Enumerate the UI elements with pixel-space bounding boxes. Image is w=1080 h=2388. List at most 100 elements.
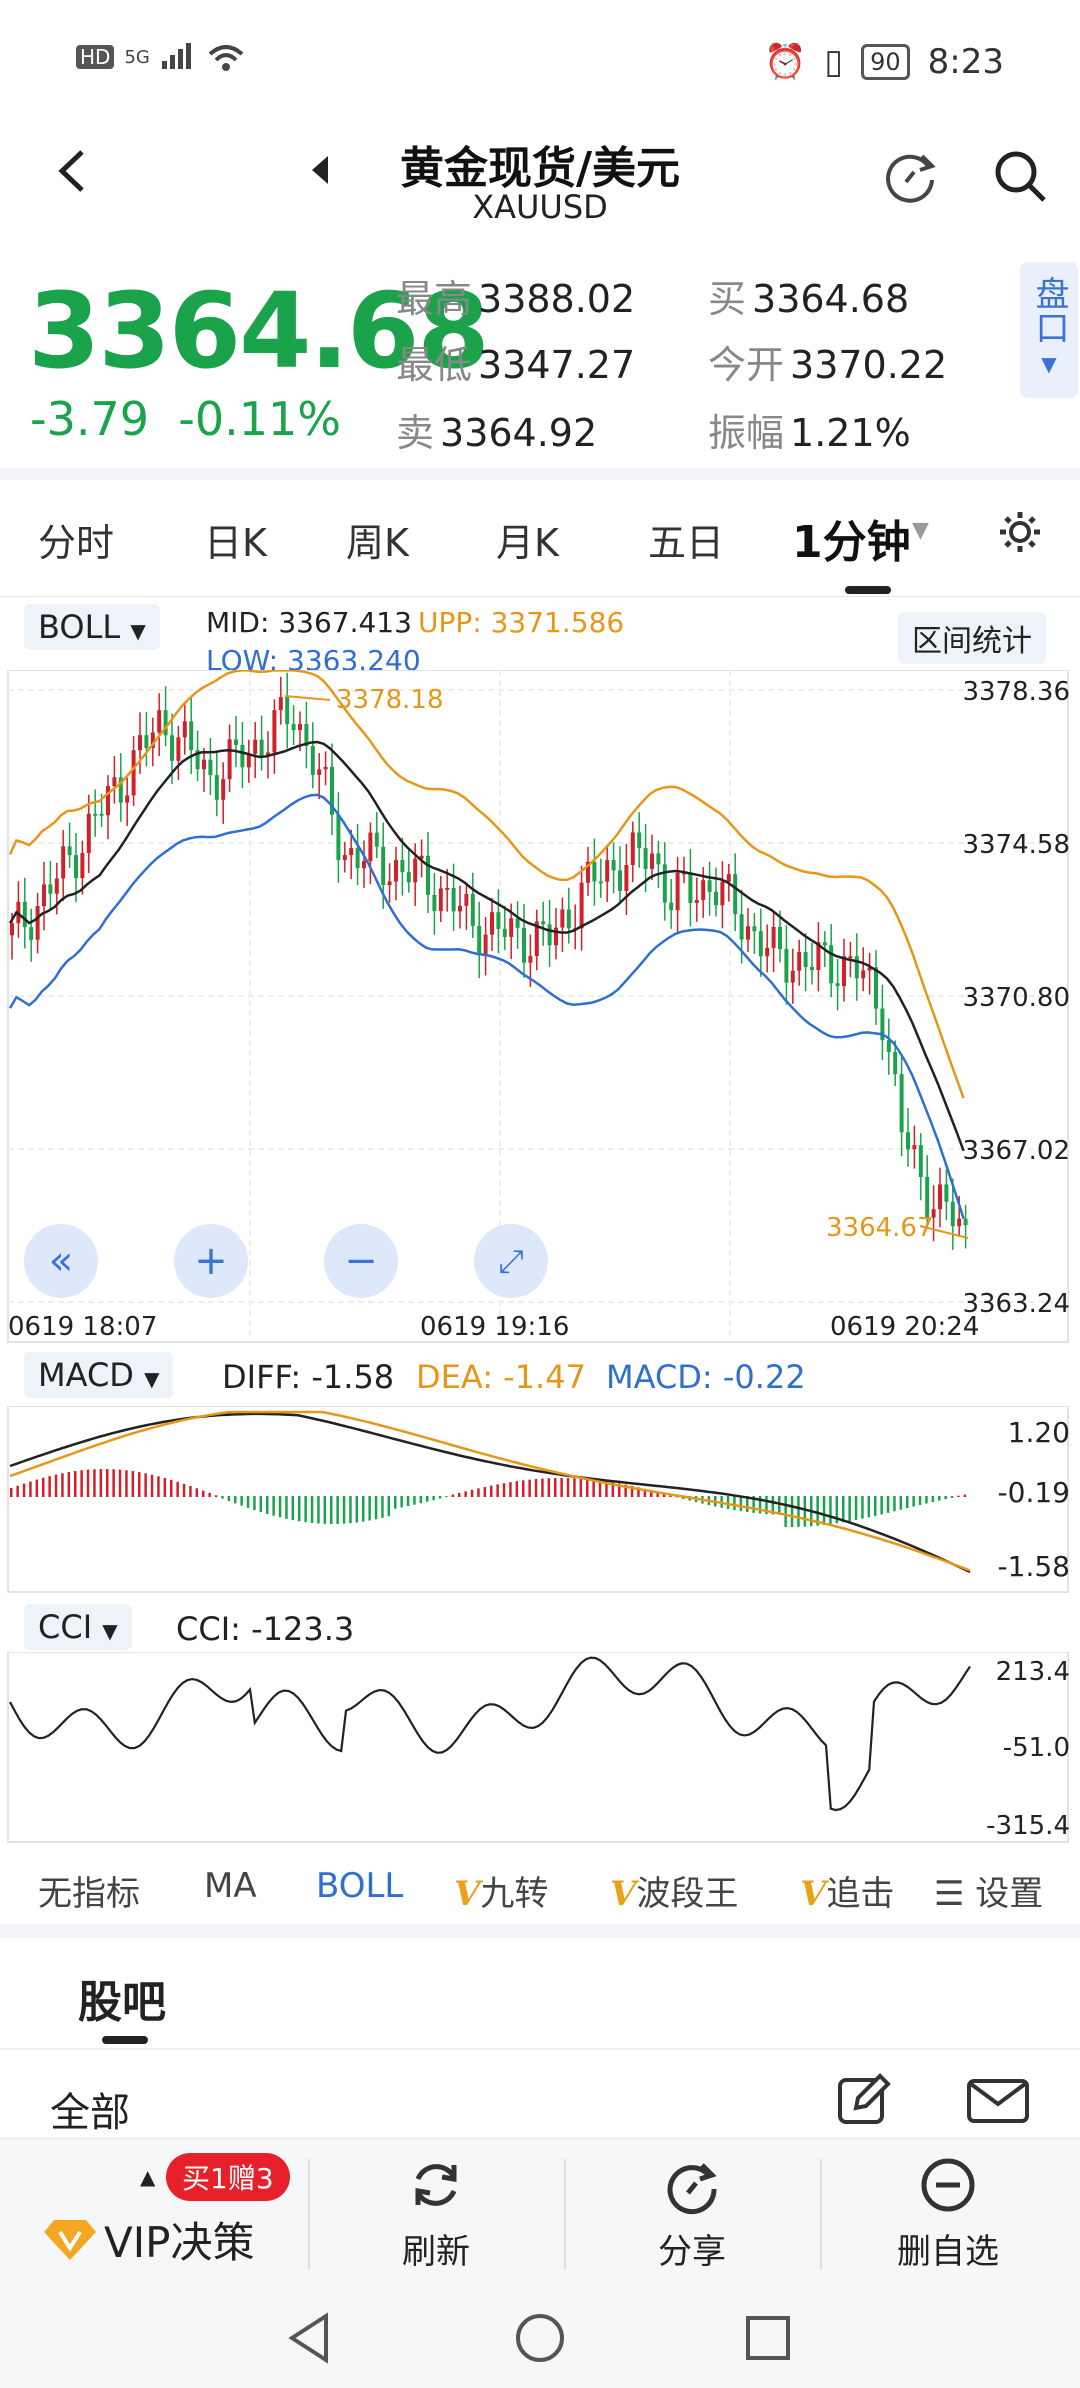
tab-five-day[interactable]: 五日: [648, 521, 725, 565]
remove-watchlist-button[interactable]: 删自选: [848, 2155, 1048, 2273]
candle-body: [310, 746, 315, 775]
indicator-boduan[interactable]: V波段王: [610, 1874, 739, 1914]
candle-body: [611, 860, 616, 871]
caret-down-icon: ▼: [102, 1619, 118, 1643]
search-icon[interactable]: [990, 146, 1050, 206]
separator: [0, 1924, 1080, 1938]
zoom-out-button[interactable]: −: [324, 1224, 398, 1298]
macd-bar: [957, 1495, 960, 1497]
refresh-label: 刷新: [402, 2232, 470, 2272]
macd-bar: [797, 1496, 800, 1527]
candle-body: [342, 855, 347, 861]
range-stats-button[interactable]: 区间统计: [898, 612, 1046, 664]
divider: [308, 2159, 310, 2269]
refresh-button[interactable]: 刷新: [336, 2155, 536, 2273]
candle-body: [848, 956, 853, 959]
candle-body: [771, 926, 776, 948]
macd-bar: [426, 1496, 429, 1502]
stat-sell: 卖 3364.92: [396, 411, 598, 455]
back-icon[interactable]: [52, 146, 92, 196]
share-button[interactable]: 分享: [592, 2155, 792, 2273]
indicator-settings[interactable]: ☰ 设置: [928, 1866, 1044, 1915]
macd-bar: [592, 1479, 595, 1497]
nav-recents-icon[interactable]: [744, 2314, 792, 2362]
macd-bar: [266, 1496, 269, 1514]
fullscreen-button[interactable]: ⤢: [474, 1224, 548, 1298]
indicator-ma[interactable]: MA: [204, 1866, 257, 1906]
macd-bar: [310, 1496, 314, 1523]
tab-1min[interactable]: 1分钟: [792, 517, 911, 568]
y-tick-label: -51.0: [1003, 1733, 1070, 1763]
macd-bar: [669, 1494, 672, 1497]
prev-instrument-icon[interactable]: [308, 152, 332, 188]
candle-body: [963, 1218, 968, 1226]
vip-decision-button[interactable]: VIP决策: [44, 2209, 254, 2270]
macd-bar: [643, 1488, 647, 1497]
scroll-left-button[interactable]: «: [24, 1224, 98, 1298]
macd-bar: [496, 1484, 499, 1497]
candle-body: [554, 927, 558, 946]
indicator-boll[interactable]: BOLL: [316, 1866, 404, 1906]
indicator-none[interactable]: 无指标: [38, 1874, 140, 1914]
macd-bar: [317, 1496, 320, 1524]
macd-bar: [477, 1488, 480, 1497]
macd-bar: [10, 1488, 13, 1497]
nav-home-icon[interactable]: [514, 2312, 566, 2364]
nav-back-icon[interactable]: [286, 2312, 334, 2364]
last-marker-line: [919, 1225, 969, 1239]
caret-down-icon[interactable]: ▼: [912, 518, 929, 543]
divider: [0, 596, 1080, 597]
candlestick-chart[interactable]: 3378.363374.583370.803367.023363.240619 …: [0, 670, 1080, 1345]
candle-body: [406, 872, 411, 883]
candle-body: [304, 724, 309, 747]
guba-filter-all[interactable]: 全部: [50, 2090, 130, 2136]
candle-body: [515, 918, 520, 928]
candle-body: [330, 766, 334, 815]
candle-body: [387, 881, 392, 885]
share-label: 分享: [658, 2232, 726, 2272]
macd-bar: [752, 1496, 755, 1513]
macd-bar: [842, 1496, 845, 1523]
macd-selector[interactable]: MACD ▼: [24, 1352, 174, 1398]
tab-week-k[interactable]: 周K: [346, 521, 409, 565]
active-tab-indicator: [845, 586, 891, 594]
candle-body: [528, 956, 533, 963]
gear-icon[interactable]: [996, 508, 1044, 556]
candle-body: [67, 846, 72, 856]
macd-bar: [227, 1496, 231, 1502]
tab-timeshare[interactable]: 分时: [38, 521, 115, 565]
macd-bar: [106, 1469, 109, 1497]
wifi-icon: [208, 45, 244, 71]
pankou-button[interactable]: 盘口 ▼: [1020, 262, 1078, 398]
cci-selector[interactable]: CCI ▼: [24, 1604, 132, 1650]
mail-icon[interactable]: [966, 2078, 1030, 2124]
candle-body: [131, 750, 136, 796]
indicator-zhuiji[interactable]: V追击: [800, 1874, 895, 1914]
high-price-marker: 3378.18: [336, 685, 444, 715]
macd-chart[interactable]: 1.20 -0.19 -1.58: [0, 1406, 1080, 1594]
macd-bar: [298, 1496, 301, 1522]
zoom-in-button[interactable]: +: [174, 1224, 248, 1298]
candle-body: [394, 860, 398, 882]
guba-title[interactable]: 股吧: [78, 1977, 166, 2028]
candle-body: [86, 813, 91, 854]
candle-body: [899, 1074, 904, 1133]
macd-bar: [163, 1477, 167, 1497]
hd-icon: HD: [76, 45, 115, 69]
tab-month-k[interactable]: 月K: [496, 521, 559, 565]
boll-selector[interactable]: BOLL ▼: [24, 604, 160, 650]
macd-bar: [253, 1496, 256, 1510]
share-refresh-icon[interactable]: [882, 146, 942, 206]
candle-body: [566, 909, 571, 929]
macd-bar: [189, 1486, 192, 1497]
cci-chart[interactable]: 213.4 -51.0 -315.4: [0, 1652, 1080, 1844]
candle-body: [726, 874, 731, 882]
candle-body: [93, 813, 98, 816]
indicator-jiuzhuan[interactable]: V九转: [454, 1874, 549, 1914]
edit-post-icon[interactable]: [836, 2072, 892, 2128]
candle-body: [810, 967, 814, 971]
macd-bar: [349, 1496, 352, 1524]
macd-bar: [758, 1496, 762, 1514]
tab-day-k[interactable]: 日K: [204, 521, 267, 565]
macd-bar: [291, 1496, 295, 1521]
